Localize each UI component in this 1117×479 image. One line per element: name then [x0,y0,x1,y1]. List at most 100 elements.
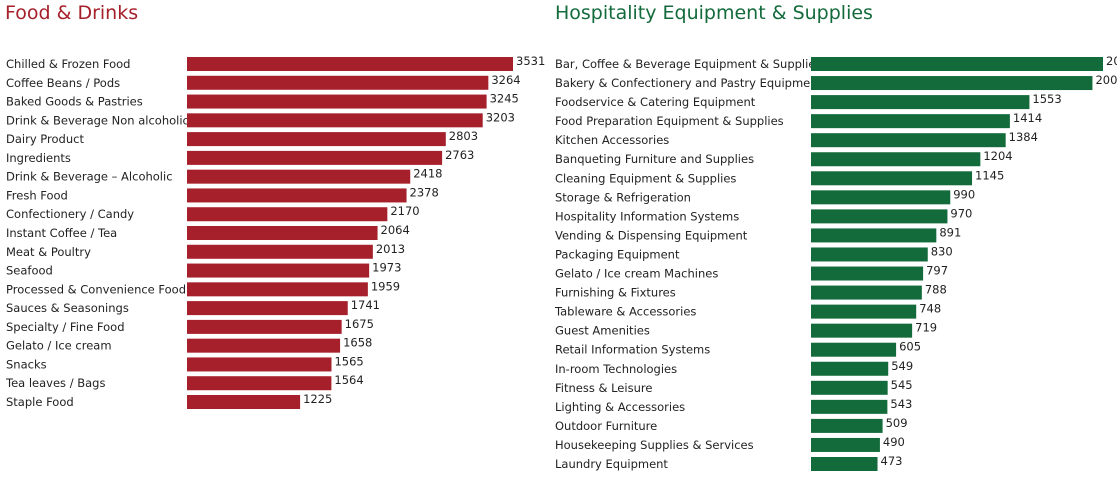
food-bar [187,207,388,222]
hospitality-value-label: 830 [931,244,953,258]
food-category-label: Gelato / Ice cream [6,339,112,353]
hospitality-bar-chart: Bar, Coffee & Beverage Equipment & Suppl… [554,54,1117,471]
hospitality-bar [811,342,897,357]
food-bar [187,263,370,278]
hospitality-category-label: Gelato / Ice cream Machines [555,267,718,281]
food-value-label: 2013 [376,242,405,256]
food-bar [187,150,443,165]
food-value-label: 1959 [371,279,400,293]
hospitality-value-label: 990 [953,187,975,201]
hospitality-value-label: 1553 [1032,92,1061,106]
hospitality-bar [811,323,913,338]
food-category-label: Chilled & Frozen Food [6,57,130,71]
food-bar [187,338,341,353]
hospitality-category-label: Hospitality Information Systems [555,209,739,223]
hospitality-category-label: Packaging Equipment [555,247,680,261]
food-value-label: 2418 [413,167,442,181]
food-category-label: Processed & Convenience Food [6,282,186,296]
hospitality-value-label: 549 [891,359,913,373]
food-category-label: Drink & Beverage – Alcoholic [6,170,173,184]
hospitality-value-label: 748 [919,302,941,316]
hospitality-value-label: 543 [890,397,912,411]
hospitality-bar [811,190,951,205]
food-bar-chart: Chilled & Frozen Food 3531 Coffee Beans / … [5,54,545,409]
hospitality-value-label: 1145 [975,168,1004,182]
hospitality-category-label: Retail Information Systems [555,343,710,357]
hospitality-category-label: Outdoor Furniture [555,419,657,433]
food-value-label: 2378 [410,185,439,199]
hospitality-bar [811,247,928,262]
hospitality-category-label: Furnishing & Fixtures [555,286,676,300]
food-bar [187,188,407,203]
food-category-label: Specialty / Fine Food [6,320,125,334]
food-bar [187,94,487,109]
hospitality-category-label: Laundry Equipment [555,457,668,471]
hospitality-value-label: 1204 [983,149,1012,163]
hospitality-value-label: 1384 [1009,130,1038,144]
hospitality-category-label: In-room Technologies [555,362,677,376]
food-drinks-chart-title: Food & Drinks [5,2,139,24]
food-bar [187,319,342,334]
food-value-label: 1564 [334,373,363,387]
food-bar [187,226,378,240]
food-value-label: 2170 [390,204,419,218]
food-value-label: 1741 [351,298,380,312]
hospitality-value-label: 970 [950,206,972,220]
food-category-label: Seafood [6,264,53,278]
hospitality-value-label: 605 [899,340,921,354]
food-category-label: Coffee Beans / Pods [6,76,120,90]
hospitality-category-label: Foodservice & Catering Equipment [555,95,756,109]
hospitality-value-label: 2076 [1106,54,1117,68]
food-bar [187,132,446,147]
hospitality-bar [811,418,883,433]
hospitality-category-label: Fitness & Leisure [555,381,652,395]
food-category-label: Baked Goods & Pastries [6,95,143,109]
hospitality-value-label: 891 [939,225,961,239]
hospitality-category-label: Bar, Coffee & Beverage Equipment & Suppl… [555,57,821,71]
hospitality-value-label: 473 [881,454,903,468]
food-category-label: Tea leaves / Bags [5,376,105,390]
food-bar [187,57,513,71]
hospitality-bar [811,171,973,186]
hospitality-category-label: Food Preparation Equipment & Supplies [555,114,784,128]
hospitality-value-label: 1414 [1013,111,1042,125]
food-category-label: Dairy Product [6,132,84,146]
hospitality-category-label: Guest Amenities [555,324,650,338]
hospitality-bar [811,95,1030,110]
food-bar [187,357,332,372]
hospitality-value-label: 788 [925,283,947,297]
hospitality-category-label: Cleaning Equipment & Supplies [555,171,736,185]
hospitality-category-label: Lighting & Accessories [555,400,685,414]
hospitality-chart-title: Hospitality Equipment & Supplies [555,2,873,24]
hospitality-category-label: Bakery & Confectionery and Pastry Equipm… [555,76,823,90]
hospitality-category-label: Kitchen Accessories [555,133,669,147]
food-bar [187,169,411,184]
food-bar [187,244,373,259]
food-value-label: 1565 [334,354,363,368]
hospitality-bar [811,304,917,319]
food-category-label: Confectionery / Candy [6,207,134,221]
food-value-label: 1225 [303,392,332,406]
food-value-label: 1658 [343,336,372,350]
hospitality-category-label: Housekeeping Supplies & Services [555,438,754,452]
hospitality-bar [811,457,878,471]
food-value-label: 2064 [381,223,410,237]
food-value-label: 3531 [516,54,545,68]
food-bar [187,282,368,297]
food-bar [187,75,489,90]
food-value-label: 1675 [345,317,374,331]
hospitality-bar [811,57,1103,71]
hospitality-bar [811,361,889,376]
hospitality-bar [811,437,880,452]
hospitality-category-label: Tableware & Accessories [554,305,696,319]
food-category-label: Snacks [6,357,47,371]
hospitality-bar [811,76,1093,91]
food-bar [187,301,348,316]
hospitality-category-label: Storage & Refrigeration [555,190,691,204]
hospitality-value-label: 797 [926,264,948,278]
hospitality-bar [811,133,1006,148]
hospitality-value-label: 719 [915,321,937,335]
hospitality-bar [811,228,937,243]
hospitality-category-label: Banqueting Furniture and Supplies [555,152,754,166]
